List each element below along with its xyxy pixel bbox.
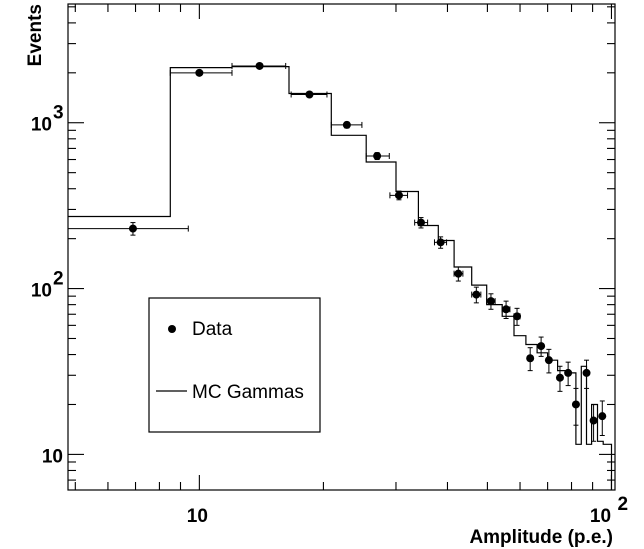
data-point	[453, 266, 464, 282]
data-marker	[582, 368, 591, 377]
data-point	[501, 300, 511, 319]
data-point	[513, 307, 522, 326]
data-point	[330, 120, 363, 129]
data-marker	[571, 400, 580, 409]
data-point	[544, 348, 553, 374]
data-marker	[513, 312, 522, 321]
data-point	[564, 361, 573, 387]
x-tick-label-exponent: 2	[617, 494, 628, 515]
data-point	[389, 190, 409, 201]
data-series	[67, 61, 607, 442]
data-point	[537, 336, 546, 357]
data-point	[231, 61, 287, 70]
y-tick-label-exponent: 3	[53, 103, 64, 124]
data-marker	[502, 305, 511, 314]
x-axis-title: Amplitude (p.e.)	[469, 527, 613, 548]
y-axis-title: Events	[25, 4, 46, 66]
legend-data-marker	[168, 325, 176, 333]
data-marker	[564, 368, 573, 377]
data-point	[582, 359, 591, 389]
data-marker	[526, 354, 535, 363]
data-point	[526, 347, 535, 372]
data-marker	[416, 218, 425, 227]
y-tick-label: 10	[42, 446, 63, 467]
legend-data-label: Data	[192, 319, 233, 340]
y-tick-label: 10	[31, 281, 52, 302]
data-point	[67, 222, 189, 236]
data-point	[598, 400, 607, 437]
data-point	[589, 403, 598, 442]
y-tick-label: 10	[31, 115, 52, 136]
data-marker	[544, 356, 553, 365]
data-point	[169, 68, 233, 77]
y-tick-label-exponent: 2	[53, 269, 64, 290]
data-marker	[394, 191, 403, 200]
data-point	[290, 90, 328, 99]
data-marker	[195, 68, 204, 77]
data-marker	[537, 342, 546, 351]
data-marker	[555, 373, 564, 382]
legend-box	[148, 297, 321, 433]
data-point	[555, 365, 564, 392]
data-marker	[454, 269, 463, 278]
data-point	[486, 293, 496, 310]
legend: Data MC Gammas	[148, 297, 321, 433]
data-marker	[472, 290, 481, 299]
data-point	[571, 387, 580, 426]
data-point	[365, 152, 390, 161]
data-marker	[255, 61, 264, 70]
data-point	[433, 236, 448, 249]
data-marker	[342, 120, 351, 129]
data-marker	[436, 238, 445, 247]
data-point	[471, 286, 482, 304]
data-marker	[373, 152, 382, 161]
data-point	[414, 217, 429, 229]
legend-mc-label: MC Gammas	[192, 382, 304, 403]
x-tick-label: 10	[590, 506, 611, 527]
data-marker	[598, 412, 607, 421]
data-marker	[486, 297, 495, 306]
data-marker	[128, 224, 137, 233]
data-marker	[305, 90, 314, 99]
x-tick-label: 10	[187, 506, 208, 527]
data-marker	[589, 416, 598, 425]
plot-frame	[67, 3, 616, 491]
